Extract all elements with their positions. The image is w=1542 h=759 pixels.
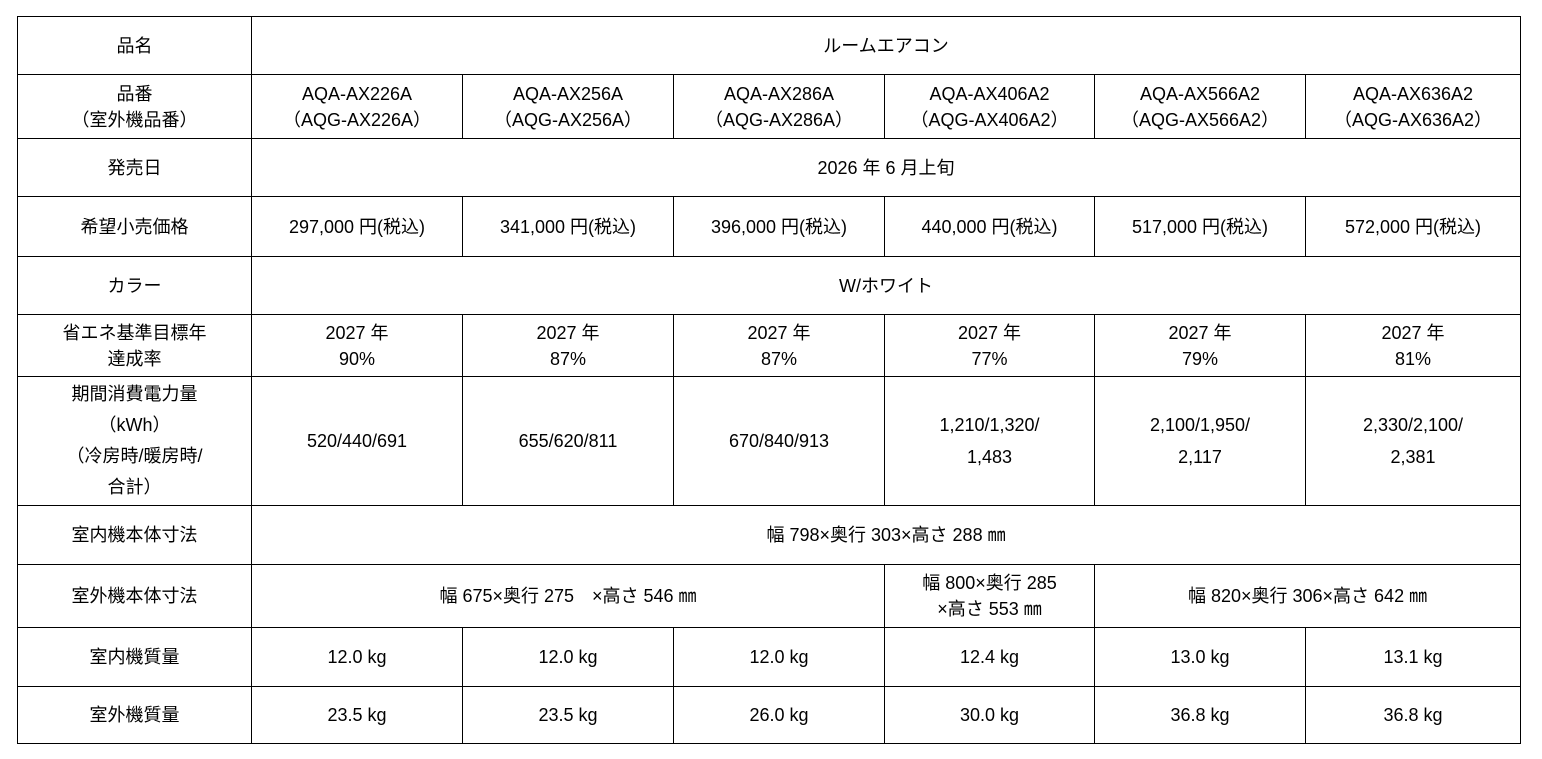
power-cell: 1,210/1,320/1,483 — [884, 376, 1095, 506]
row-indoor-mass: 室内機質量 12.0 kg 12.0 kg 12.0 kg 12.4 kg 13… — [17, 627, 1522, 687]
model-cell: AQA-AX256A （AQG-AX256A） — [462, 74, 674, 139]
row-color: カラー W/ホワイト — [17, 256, 1522, 315]
indoor-mass-cell: 12.4 kg — [884, 627, 1095, 687]
label-outdoor-mass: 室外機質量 — [17, 686, 252, 744]
model-cell: AQA-AX286A （AQG-AX286A） — [673, 74, 885, 139]
outdoor-size-cell: 幅 800×奥行 285 ×高さ 553 ㎜ — [884, 564, 1095, 628]
row-power: 期間消費電力量 （kWh） （冷房時/暖房時/合計） 520/440/691 655… — [17, 376, 1522, 506]
energy-cell: 2027 年 90% — [251, 314, 463, 377]
outdoor-mass-cell: 30.0 kg — [884, 686, 1095, 744]
spec-table: 品名 ルームエアコン 品番 （室外機品番） AQA-AX226A （AQG-AX22… — [17, 16, 1522, 744]
price-cell: 341,000 円(税込) — [462, 196, 674, 257]
price-cell: 297,000 円(税込) — [251, 196, 463, 257]
row-indoor-size: 室内機本体寸法 幅 798×奥行 303×高さ 288 ㎜ — [17, 505, 1522, 565]
label-model: 品番 （室外機品番） — [17, 74, 252, 139]
price-cell: 572,000 円(税込) — [1304, 196, 1522, 257]
row-outdoor-mass: 室外機質量 23.5 kg 23.5 kg 26.0 kg 30.0 kg 36… — [17, 686, 1522, 744]
outdoor-mass-cell: 23.5 kg — [462, 686, 674, 744]
price-cell: 396,000 円(税込) — [673, 196, 885, 257]
power-cell: 670/840/913 — [673, 376, 885, 506]
model-cell: AQA-AX566A2 （AQG-AX566A2） — [1094, 74, 1306, 139]
label-energy: 省エネ基準目標年 達成率 — [17, 314, 252, 377]
energy-cell: 2027 年 77% — [884, 314, 1095, 377]
label-release-date: 発売日 — [17, 138, 252, 197]
indoor-mass-cell: 12.0 kg — [462, 627, 674, 687]
label-power: 期間消費電力量 （kWh） （冷房時/暖房時/合計） — [17, 376, 252, 506]
indoor-mass-cell: 13.1 kg — [1304, 627, 1522, 687]
energy-cell: 2027 年 87% — [673, 314, 885, 377]
outdoor-size-cell: 幅 820×奥行 306×高さ 642 ㎜ — [1093, 564, 1522, 628]
power-cell: 2,330/2,100/2,381 — [1304, 376, 1522, 506]
outdoor-size-cell: 幅 675×奥行 275 ×高さ 546 ㎜ — [251, 564, 885, 628]
power-cell: 520/440/691 — [251, 376, 463, 506]
label-price: 希望小売価格 — [17, 196, 252, 257]
row-product-name: 品名 ルームエアコン — [17, 16, 1522, 75]
model-cell: AQA-AX406A2 （AQG-AX406A2） — [884, 74, 1095, 139]
energy-cell: 2027 年 87% — [462, 314, 674, 377]
outdoor-mass-cell: 26.0 kg — [673, 686, 885, 744]
row-release-date: 発売日 2026 年 6 月上旬 — [17, 138, 1522, 197]
label-indoor-mass: 室内機質量 — [17, 627, 252, 687]
label-indoor-size: 室内機本体寸法 — [17, 505, 252, 565]
color-value: W/ホワイト — [250, 256, 1522, 315]
indoor-mass-cell: 12.0 kg — [251, 627, 463, 687]
price-cell: 440,000 円(税込) — [884, 196, 1095, 257]
energy-cell: 2027 年 81% — [1304, 314, 1522, 377]
indoor-size: 幅 798×奥行 303×高さ 288 ㎜ — [250, 505, 1522, 565]
power-cell: 655/620/811 — [462, 376, 674, 506]
outdoor-mass-cell: 23.5 kg — [251, 686, 463, 744]
price-cell: 517,000 円(税込) — [1094, 196, 1306, 257]
indoor-mass-cell: 13.0 kg — [1094, 627, 1306, 687]
row-outdoor-size: 室外機本体寸法 幅 675×奥行 275 ×高さ 546 ㎜ 幅 800×奥行 … — [17, 564, 1522, 628]
release-date: 2026 年 6 月上旬 — [250, 138, 1522, 197]
energy-cell: 2027 年 79% — [1094, 314, 1306, 377]
row-price: 希望小売価格 297,000 円(税込) 341,000 円(税込) 396,0… — [17, 196, 1522, 257]
label-outdoor-size: 室外機本体寸法 — [17, 564, 252, 628]
label-product-name: 品名 — [17, 16, 252, 75]
outdoor-mass-cell: 36.8 kg — [1094, 686, 1306, 744]
label-color: カラー — [17, 256, 252, 315]
indoor-mass-cell: 12.0 kg — [673, 627, 885, 687]
row-model: 品番 （室外機品番） AQA-AX226A （AQG-AX226A） AQA-AX2… — [17, 74, 1522, 139]
outdoor-mass-cell: 36.8 kg — [1304, 686, 1522, 744]
product-name: ルームエアコン — [250, 16, 1522, 75]
power-cell: 2,100/1,950/2,117 — [1094, 376, 1306, 506]
model-cell: AQA-AX636A2 （AQG-AX636A2） — [1304, 74, 1522, 139]
row-energy: 省エネ基準目標年 達成率 2027 年 90% 2027 年 87% 2027 年 87… — [17, 314, 1522, 377]
model-cell: AQA-AX226A （AQG-AX226A） — [251, 74, 463, 139]
